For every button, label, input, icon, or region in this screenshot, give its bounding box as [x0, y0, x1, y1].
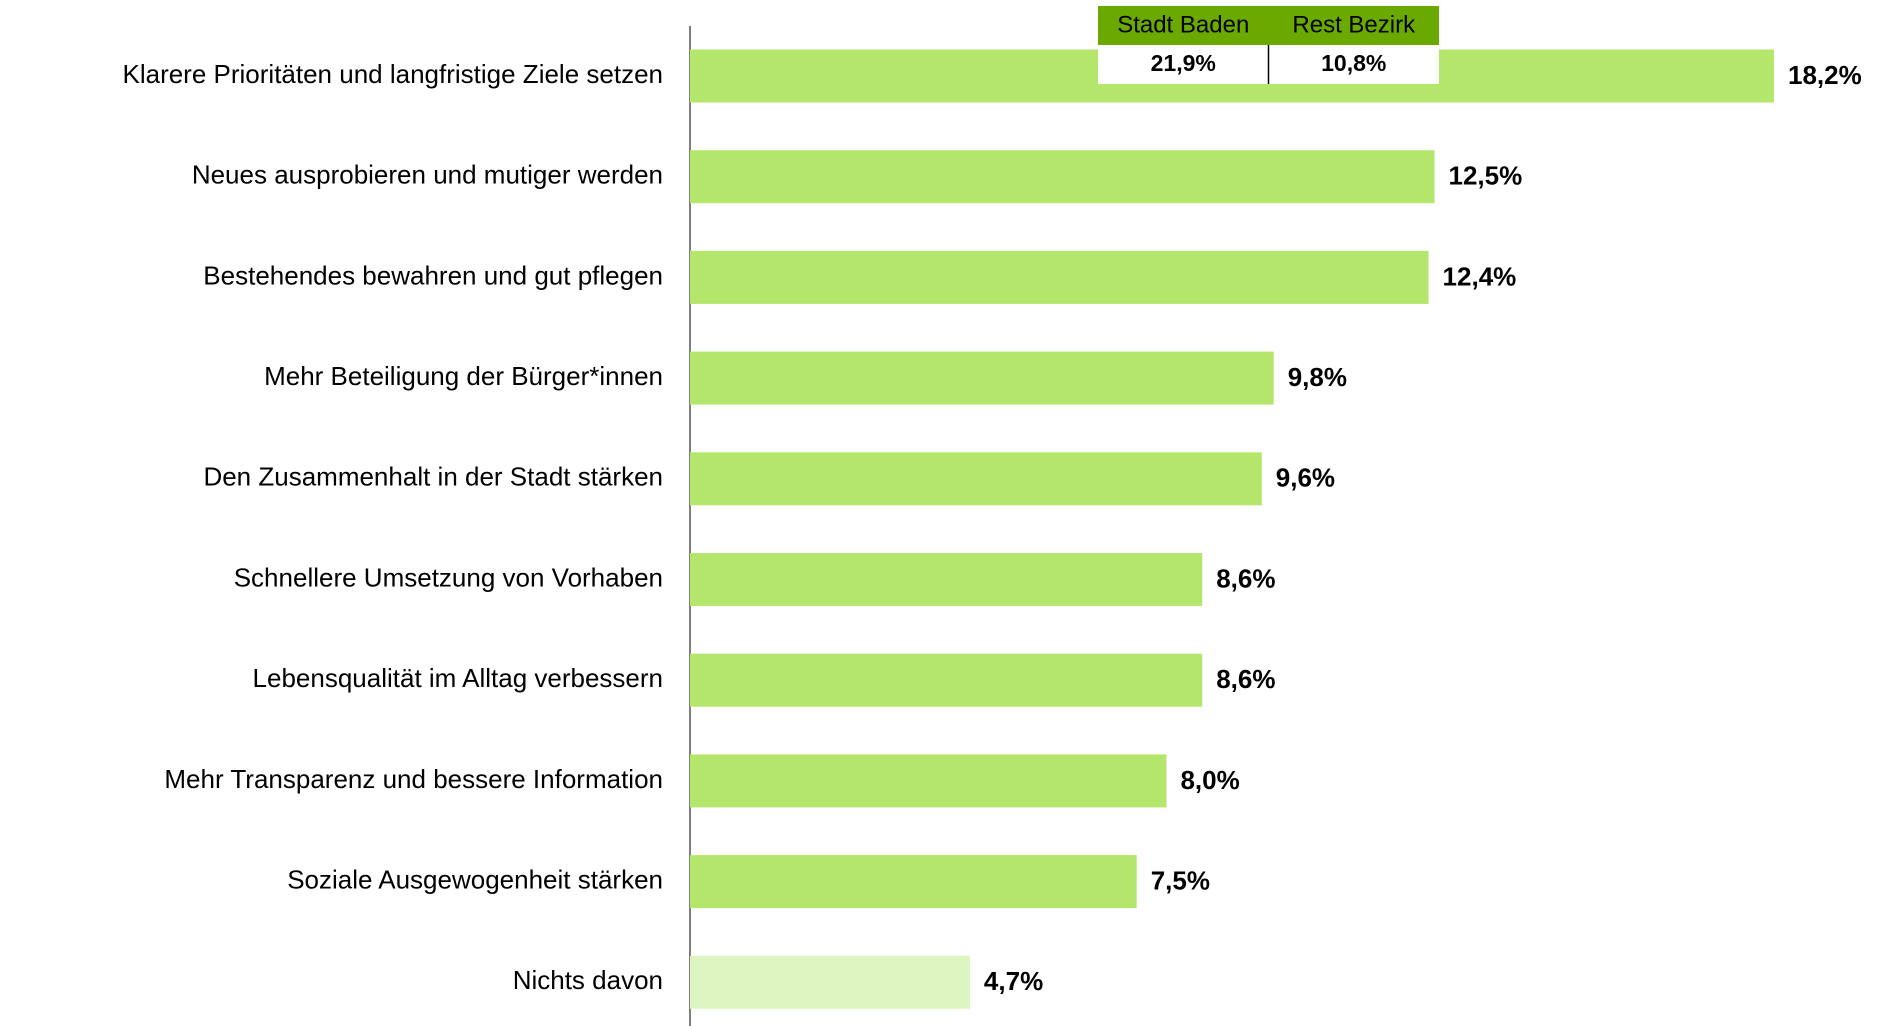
value-label: 12,5%	[1449, 161, 1523, 191]
inset-cell: 10,8%	[1321, 50, 1386, 76]
inset-column-header: Rest Bezirk	[1292, 11, 1416, 38]
value-label: 9,8%	[1288, 362, 1347, 392]
value-label: 9,6%	[1276, 463, 1335, 493]
bar	[690, 653, 1203, 707]
bar	[690, 955, 970, 1009]
bar	[690, 351, 1274, 405]
value-label: 4,7%	[984, 966, 1043, 996]
bar	[690, 855, 1137, 909]
bar	[690, 754, 1167, 808]
category-label: Nichts davon	[513, 965, 663, 995]
category-label: Den Zusammenhalt in der Stadt stärken	[203, 462, 663, 492]
inset-header	[1098, 6, 1439, 45]
category-label: Mehr Beteiligung der Bürger*innen	[264, 361, 663, 391]
category-label: Neues ausprobieren und mutiger werden	[192, 160, 663, 190]
value-label: 8,6%	[1216, 563, 1275, 593]
bar	[690, 250, 1429, 304]
bar	[690, 553, 1203, 606]
value-label: 7,5%	[1151, 865, 1210, 895]
value-label: 8,6%	[1216, 664, 1275, 694]
category-label: Mehr Transparenz und bessere Information	[164, 764, 663, 794]
category-label: Schnellere Umsetzung von Vorhaben	[234, 562, 663, 592]
bar	[690, 150, 1435, 204]
category-label: Soziale Ausgewogenheit stärken	[287, 864, 663, 894]
category-label: Bestehendes bewahren und gut pflegen	[203, 260, 663, 290]
inset-column-header: Stadt Baden	[1117, 11, 1249, 38]
inset-cell: 21,9%	[1151, 50, 1216, 76]
category-label: Klarere Prioritäten und langfristige Zie…	[122, 59, 663, 89]
value-label: 18,2%	[1788, 60, 1862, 90]
value-label: 8,0%	[1180, 765, 1239, 795]
value-label: 12,4%	[1443, 261, 1517, 291]
category-label: Lebensqualität im Alltag verbessern	[253, 663, 663, 693]
bar	[690, 452, 1262, 506]
